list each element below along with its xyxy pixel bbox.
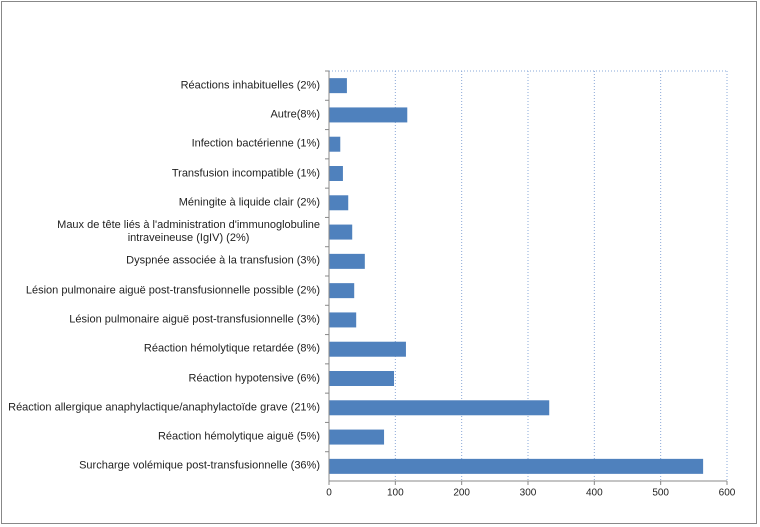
category-label: Maux de tête liés à l'administration d'i… — [57, 219, 320, 245]
bar — [329, 166, 343, 181]
category-label: Dyspnée associée à la transfusion (3%) — [126, 254, 320, 267]
bar — [329, 195, 349, 211]
bar — [329, 224, 353, 240]
category-label: Transfusion incompatible (1%) — [171, 167, 320, 179]
x-tick-label: 0 — [326, 488, 332, 499]
category-label: Lésion pulmonaire aiguë post-transfusion… — [25, 284, 320, 297]
category-label: Réaction hypotensive (6%) — [188, 372, 320, 384]
bar — [329, 253, 365, 269]
x-tick-label: 400 — [586, 488, 603, 499]
bar — [329, 107, 408, 123]
bar — [329, 136, 341, 152]
category-label: Surcharge volémique post-transfusionnell… — [79, 459, 320, 472]
category-label: Lésion pulmonaire aiguë post-transfusion… — [69, 313, 320, 326]
bar — [329, 429, 385, 445]
category-label: Réaction hémolytique aiguë (5%) — [157, 430, 320, 443]
bar — [329, 341, 406, 357]
x-tick-label: 300 — [520, 488, 537, 499]
category-label: Autre(8%) — [270, 108, 320, 121]
x-tick-label: 600 — [719, 488, 736, 499]
x-tick-label: 200 — [453, 488, 470, 499]
bar — [329, 458, 704, 474]
x-tick-label: 500 — [652, 488, 669, 499]
category-label: Infection bactérienne (1%) — [191, 137, 320, 150]
category-label: Réaction hémolytique retardée (8%) — [143, 342, 320, 355]
bar — [329, 283, 355, 299]
x-tick-label: 100 — [387, 488, 404, 499]
category-label: Méningite à liquide clair (2%) — [178, 196, 320, 209]
category-label: Réactions inhabituelles (2%) — [180, 79, 320, 92]
category-label: Réaction allergique anaphylactique/anaph… — [8, 401, 320, 414]
bar — [329, 78, 347, 94]
bar — [329, 371, 395, 386]
bar — [329, 400, 550, 416]
bar — [329, 312, 357, 328]
